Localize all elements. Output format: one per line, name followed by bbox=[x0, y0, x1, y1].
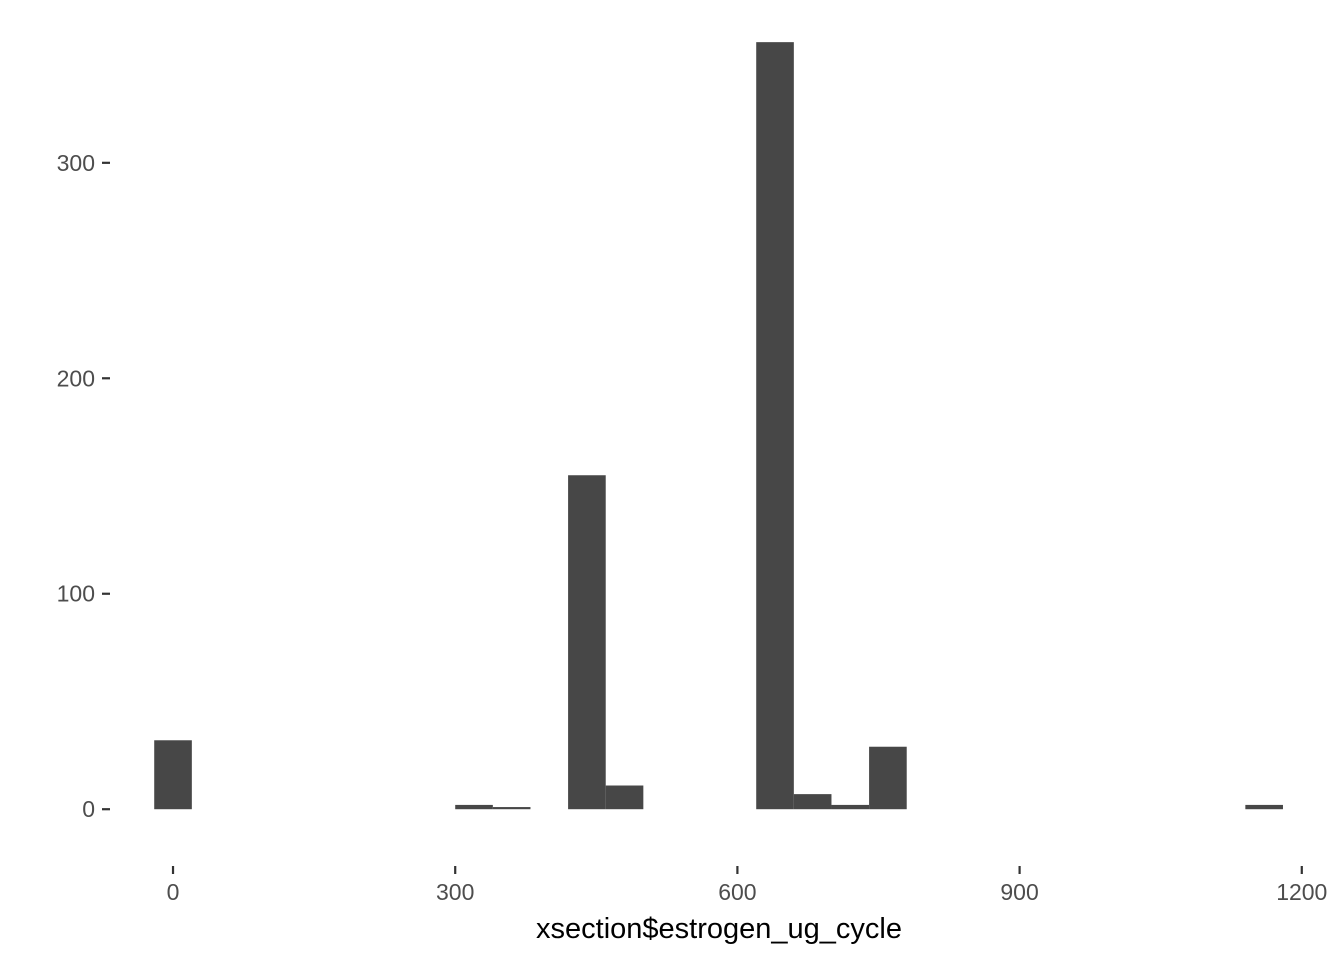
histogram-bar-1 bbox=[455, 804, 493, 810]
y-axis: 0 100 200 300 bbox=[57, 150, 110, 822]
x-tick-label: 1200 bbox=[1276, 879, 1327, 905]
x-tick-label: 300 bbox=[436, 879, 474, 905]
x-tick-label: 600 bbox=[718, 879, 756, 905]
histogram-bar-2 bbox=[492, 807, 531, 810]
x-tick-label: 900 bbox=[1000, 879, 1038, 905]
histogram-bar-3 bbox=[568, 475, 606, 810]
bars-layer bbox=[154, 42, 1283, 810]
histogram-bar-7 bbox=[831, 804, 870, 810]
y-tick-label: 300 bbox=[57, 150, 95, 176]
histogram-bar-0 bbox=[154, 740, 192, 810]
x-tick-label: 0 bbox=[167, 879, 180, 905]
y-tick-label: 0 bbox=[82, 796, 95, 822]
y-tick-label: 100 bbox=[57, 581, 95, 607]
y-tick-label: 200 bbox=[57, 365, 95, 391]
histogram-bar-6 bbox=[793, 794, 832, 810]
histogram-bar-8 bbox=[869, 746, 907, 810]
x-axis: 0 300 600 900 1200 bbox=[167, 866, 1327, 905]
x-axis-title: xsection$estrogen_ug_cycle bbox=[536, 913, 902, 945]
histogram-bar-5 bbox=[756, 42, 794, 810]
histogram-bar-9 bbox=[1245, 804, 1283, 810]
histogram-bar-4 bbox=[605, 785, 644, 810]
